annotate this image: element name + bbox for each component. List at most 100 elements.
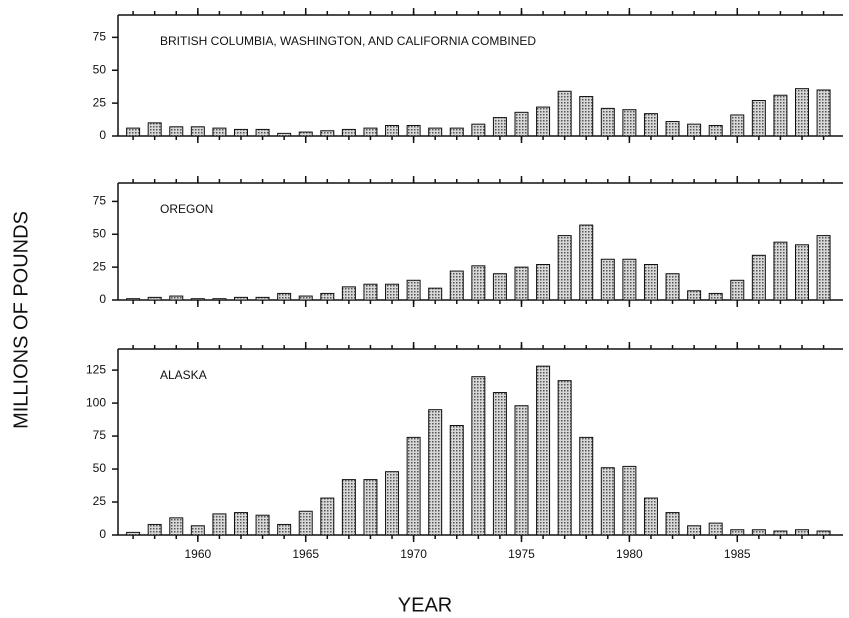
bar xyxy=(471,265,486,301)
bar xyxy=(600,258,615,301)
bar xyxy=(536,365,551,536)
bar xyxy=(363,283,378,301)
bar xyxy=(471,376,486,536)
y-tick-label: 75 xyxy=(93,194,107,208)
bar xyxy=(385,124,400,137)
bar xyxy=(471,123,486,137)
bar xyxy=(795,244,810,301)
bar xyxy=(277,292,292,301)
y-tick-label: 0 xyxy=(99,527,106,541)
bar xyxy=(449,270,464,301)
x-tick-label: 1965 xyxy=(292,547,319,561)
bar xyxy=(255,128,270,137)
bar xyxy=(169,126,184,137)
bar xyxy=(126,298,141,301)
bar xyxy=(126,127,141,137)
bar xyxy=(298,510,313,536)
bar xyxy=(622,465,637,536)
y-tick-label: 75 xyxy=(93,30,107,44)
bar xyxy=(557,90,572,137)
x-tick-label: 1975 xyxy=(508,547,535,561)
bar xyxy=(708,522,723,536)
y-tick-label: 50 xyxy=(93,62,107,76)
bar xyxy=(190,298,205,301)
x-tick-label: 1980 xyxy=(616,547,643,561)
bar xyxy=(536,264,551,301)
panel-label: ALASKA xyxy=(160,368,207,382)
y-tick-label: 25 xyxy=(93,259,107,273)
bar xyxy=(751,529,766,536)
bar xyxy=(320,292,335,301)
bar xyxy=(708,292,723,301)
bar xyxy=(816,530,831,536)
y-tick-label: 100 xyxy=(86,395,106,409)
bar xyxy=(277,132,292,137)
bar xyxy=(233,296,248,301)
bar xyxy=(579,436,594,536)
bar xyxy=(233,512,248,536)
bar xyxy=(492,117,507,137)
y-tick-label: 0 xyxy=(99,292,106,306)
bar xyxy=(622,109,637,137)
bar xyxy=(773,94,788,137)
bar xyxy=(298,295,313,301)
bar xyxy=(557,235,572,301)
bar xyxy=(255,514,270,536)
bar xyxy=(622,258,637,301)
bar xyxy=(579,224,594,301)
bar xyxy=(363,127,378,137)
bar xyxy=(320,497,335,536)
bar xyxy=(643,264,658,301)
bar xyxy=(795,88,810,137)
bar xyxy=(341,286,356,301)
bar xyxy=(406,124,421,137)
bar xyxy=(730,114,745,137)
bar xyxy=(514,405,529,536)
x-tick-label: 1985 xyxy=(724,547,751,561)
bar xyxy=(428,409,443,536)
bar xyxy=(492,392,507,536)
bar xyxy=(730,279,745,301)
bar xyxy=(795,529,810,536)
bar xyxy=(600,467,615,536)
x-axis-label: YEAR xyxy=(398,594,452,616)
x-tick-label: 1960 xyxy=(184,547,211,561)
bar xyxy=(190,525,205,536)
y-tick-label: 0 xyxy=(99,128,106,142)
bar xyxy=(428,127,443,137)
y-tick-label: 125 xyxy=(86,362,106,376)
bar xyxy=(147,523,162,536)
bar xyxy=(449,127,464,137)
bar xyxy=(643,113,658,137)
bar xyxy=(233,128,248,137)
bar xyxy=(665,273,680,301)
panel-label: OREGON xyxy=(160,202,213,216)
x-tick-label: 1970 xyxy=(400,547,427,561)
bar xyxy=(212,298,227,301)
bar xyxy=(147,122,162,137)
bar xyxy=(687,123,702,137)
y-tick-label: 50 xyxy=(93,461,107,475)
bar xyxy=(363,479,378,536)
panel-label: BRITISH COLUMBIA, WASHINGTON, AND CALIFO… xyxy=(160,34,536,48)
bar xyxy=(406,436,421,536)
bar xyxy=(341,128,356,137)
bar xyxy=(126,531,141,536)
bar xyxy=(600,107,615,137)
bar xyxy=(816,235,831,301)
bar xyxy=(212,513,227,536)
bar xyxy=(579,96,594,137)
bar xyxy=(255,296,270,301)
bar xyxy=(147,296,162,301)
bar xyxy=(341,479,356,536)
bar xyxy=(708,124,723,137)
bar xyxy=(385,283,400,301)
bar xyxy=(169,517,184,536)
bar xyxy=(816,89,831,137)
bar xyxy=(687,290,702,301)
bar xyxy=(730,529,745,536)
y-tick-label: 75 xyxy=(93,428,107,442)
bar xyxy=(212,127,227,137)
bar xyxy=(643,497,658,536)
